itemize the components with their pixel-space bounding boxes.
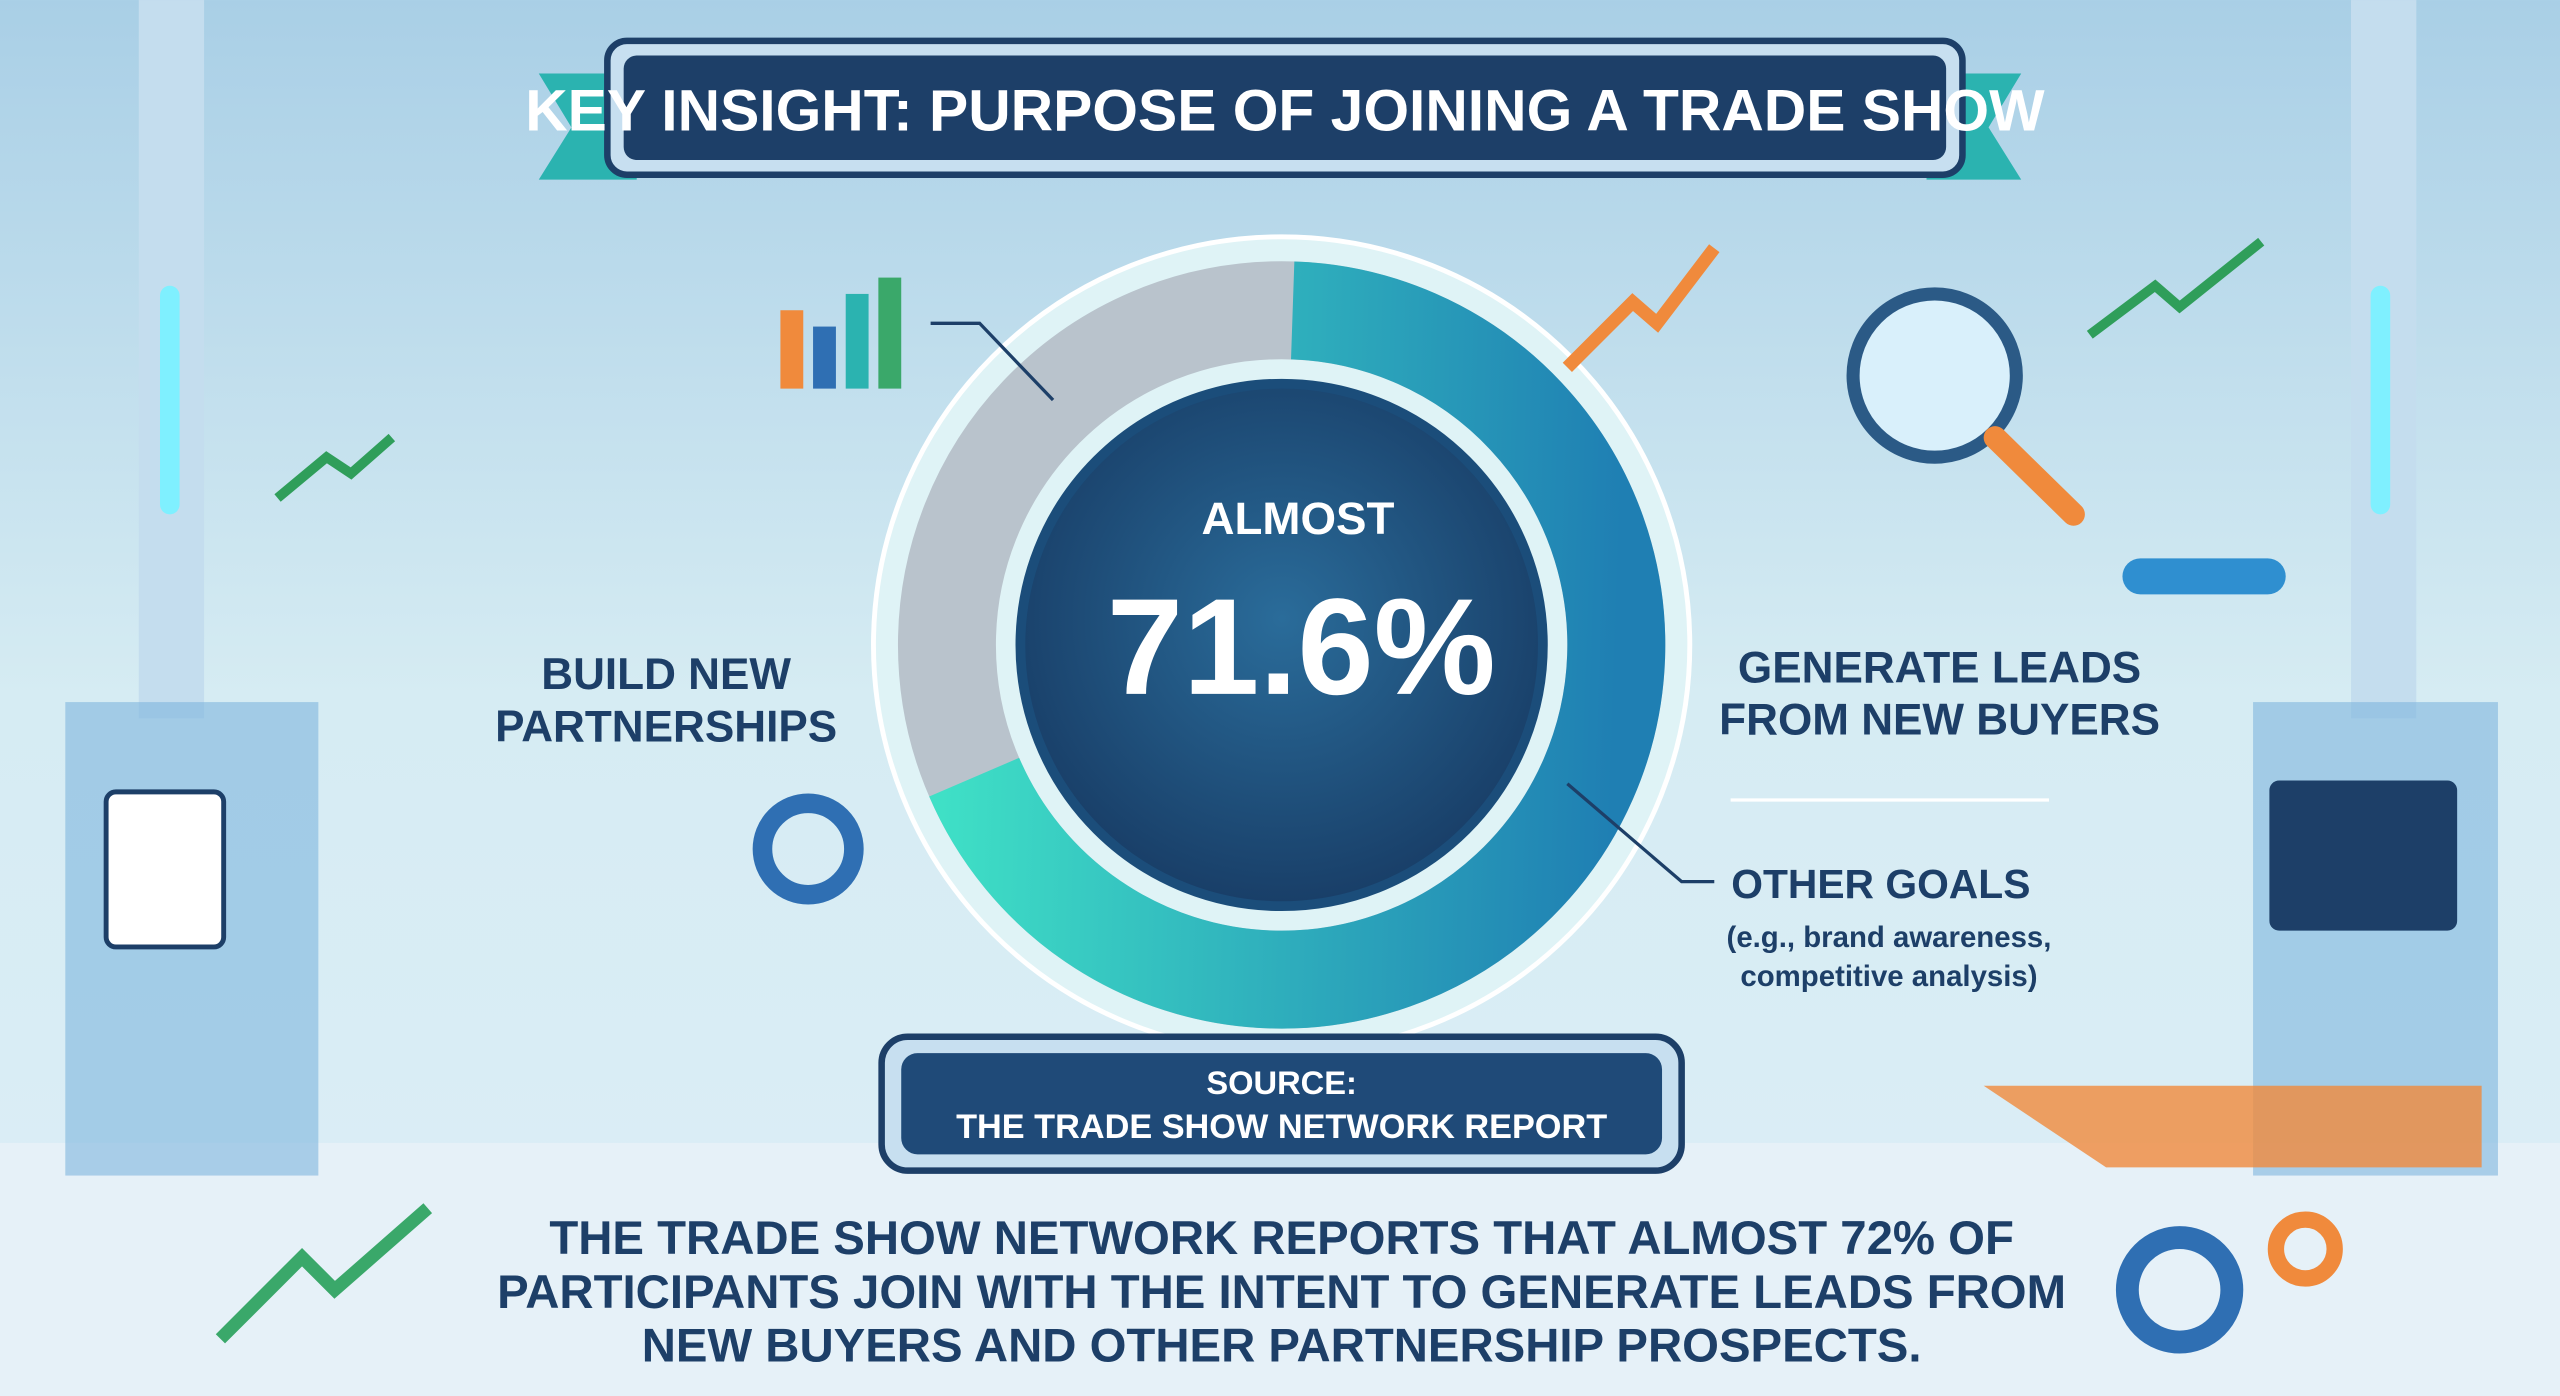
gear-icon xyxy=(2267,1211,2343,1287)
magnifier-icon xyxy=(1846,287,2023,464)
center-value: 71.6% xyxy=(1107,571,1496,724)
connector xyxy=(1566,782,1715,884)
connector xyxy=(930,321,1055,402)
footer-line: PARTICIPANTS JOIN WITH THE INTENT TO GEN… xyxy=(497,1266,2066,1319)
bar-icon xyxy=(878,277,902,389)
bar-icon xyxy=(780,310,804,389)
pipe-icon xyxy=(2122,558,2286,595)
title-plate xyxy=(623,55,1947,161)
segment-note: competitive analysis) xyxy=(1740,960,2037,993)
segment-label: FROM NEW BUYERS xyxy=(1719,696,2160,745)
bar-icon xyxy=(813,326,836,389)
segment-note: (e.g., brand awareness, xyxy=(1727,921,2052,954)
screen-icon xyxy=(2269,780,2458,931)
footer: THE TRADE SHOW NETWORK REPORTS THAT ALMO… xyxy=(497,1212,2066,1373)
gear-icon xyxy=(2115,1226,2244,1354)
arrow-icon xyxy=(274,433,396,502)
arrow-icon xyxy=(215,1203,433,1344)
donut-main xyxy=(897,261,1666,1029)
light-strip xyxy=(160,285,180,515)
gear-icon xyxy=(752,793,864,905)
source-label: SOURCE: xyxy=(1206,1064,1357,1101)
segment-label: BUILD NEW xyxy=(541,650,791,699)
arrow-icon xyxy=(1562,244,1720,373)
footer-line: THE TRADE SHOW NETWORK REPORTS THAT ALMO… xyxy=(549,1212,2014,1265)
segment-label: GENERATE LEADS xyxy=(1738,643,2141,692)
title: KEY INSIGHT: PURPOSE OF JOINING A TRADE … xyxy=(525,79,2045,144)
donut-core xyxy=(1015,378,1548,912)
screen-icon xyxy=(103,789,227,950)
segment-label: PARTNERSHIPS xyxy=(495,702,837,751)
segment-label: OTHER GOALS xyxy=(1731,861,2030,907)
center-label: ALMOST xyxy=(1201,493,1394,544)
source-name: THE TRADE SHOW NETWORK REPORT xyxy=(956,1108,1607,1146)
bar-icon xyxy=(845,293,869,389)
arrow-icon xyxy=(2086,237,2265,339)
carpet xyxy=(1983,1085,2482,1168)
magnifier-handle xyxy=(1983,426,2085,526)
source-plate xyxy=(901,1053,1663,1155)
footer-line: NEW BUYERS AND OTHER PARTNERSHIP PROSPEC… xyxy=(642,1320,1922,1373)
light-strip xyxy=(2370,285,2391,515)
